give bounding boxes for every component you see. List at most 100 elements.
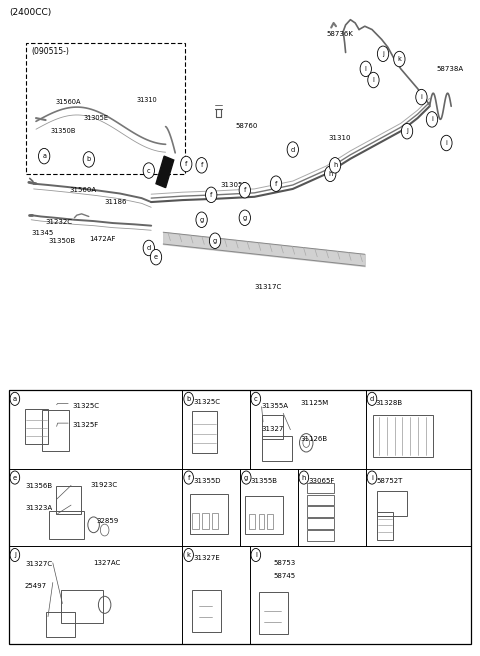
Text: l: l bbox=[365, 66, 367, 72]
Text: d: d bbox=[291, 146, 295, 153]
Circle shape bbox=[38, 148, 50, 164]
Circle shape bbox=[251, 392, 261, 405]
Text: 58753: 58753 bbox=[274, 560, 296, 565]
Text: 31310: 31310 bbox=[329, 134, 351, 141]
Text: f: f bbox=[201, 162, 203, 169]
Text: k: k bbox=[397, 56, 401, 62]
Text: 33065F: 33065F bbox=[308, 478, 335, 483]
Circle shape bbox=[196, 157, 207, 173]
Circle shape bbox=[251, 548, 261, 562]
Circle shape bbox=[184, 392, 193, 405]
Circle shape bbox=[360, 61, 372, 77]
Text: e: e bbox=[154, 254, 158, 260]
Text: 31345: 31345 bbox=[31, 230, 53, 236]
Circle shape bbox=[394, 51, 405, 67]
Circle shape bbox=[209, 233, 221, 249]
Circle shape bbox=[441, 135, 452, 151]
Text: i: i bbox=[445, 140, 447, 146]
Text: (2400CC): (2400CC) bbox=[10, 8, 52, 17]
Text: i: i bbox=[431, 116, 433, 123]
Circle shape bbox=[329, 157, 341, 173]
Text: c: c bbox=[254, 396, 258, 402]
Text: 31923C: 31923C bbox=[90, 482, 118, 488]
Text: 31305E: 31305E bbox=[221, 182, 248, 188]
Text: f: f bbox=[185, 161, 187, 167]
Text: c: c bbox=[147, 167, 151, 174]
Text: 31310: 31310 bbox=[137, 96, 157, 103]
Circle shape bbox=[416, 89, 427, 105]
Text: d: d bbox=[370, 396, 374, 402]
Text: h: h bbox=[328, 171, 332, 177]
Text: 31232C: 31232C bbox=[46, 218, 72, 225]
Circle shape bbox=[83, 152, 95, 167]
Text: b: b bbox=[187, 396, 191, 402]
Text: 58752T: 58752T bbox=[376, 478, 403, 483]
Circle shape bbox=[270, 176, 282, 192]
Circle shape bbox=[143, 163, 155, 178]
Text: a: a bbox=[13, 396, 17, 402]
Text: 31317C: 31317C bbox=[254, 284, 282, 291]
Text: 31328B: 31328B bbox=[375, 400, 403, 406]
Text: 31327: 31327 bbox=[262, 426, 284, 432]
Text: 31350B: 31350B bbox=[50, 128, 76, 134]
Circle shape bbox=[205, 187, 217, 203]
Text: e: e bbox=[13, 474, 17, 481]
Text: h: h bbox=[333, 162, 337, 169]
Text: 1472AF: 1472AF bbox=[89, 236, 115, 243]
Circle shape bbox=[150, 249, 162, 265]
Text: a: a bbox=[42, 153, 46, 159]
Text: 31355A: 31355A bbox=[262, 403, 288, 409]
Text: i: i bbox=[371, 474, 373, 481]
Circle shape bbox=[143, 240, 155, 256]
Text: J: J bbox=[406, 128, 408, 134]
Text: j: j bbox=[382, 51, 384, 57]
Circle shape bbox=[239, 182, 251, 198]
Text: 32859: 32859 bbox=[96, 518, 118, 523]
Text: 31126B: 31126B bbox=[300, 436, 327, 442]
Text: 1327AC: 1327AC bbox=[94, 560, 121, 565]
Circle shape bbox=[367, 392, 377, 405]
Text: 31355D: 31355D bbox=[193, 478, 220, 483]
Circle shape bbox=[10, 471, 20, 484]
Circle shape bbox=[241, 471, 251, 484]
Circle shape bbox=[239, 210, 251, 226]
Text: J: J bbox=[14, 552, 16, 558]
Text: f: f bbox=[244, 187, 246, 194]
Circle shape bbox=[401, 123, 413, 139]
Text: 58745: 58745 bbox=[274, 573, 296, 579]
Text: 31560A: 31560A bbox=[55, 98, 81, 105]
Text: f: f bbox=[275, 180, 277, 187]
Circle shape bbox=[324, 166, 336, 182]
Circle shape bbox=[377, 46, 389, 62]
Text: 31356B: 31356B bbox=[25, 483, 52, 489]
Text: h: h bbox=[301, 474, 306, 481]
Text: f: f bbox=[188, 474, 190, 481]
Text: g: g bbox=[244, 474, 248, 481]
Text: (090515-): (090515-) bbox=[31, 47, 69, 56]
Text: d: d bbox=[147, 245, 151, 251]
Circle shape bbox=[367, 471, 377, 484]
Text: 58760: 58760 bbox=[235, 123, 258, 129]
Text: l: l bbox=[372, 77, 374, 83]
Text: 31327E: 31327E bbox=[193, 555, 220, 561]
Polygon shape bbox=[156, 156, 174, 188]
Text: l: l bbox=[255, 552, 257, 558]
Text: i: i bbox=[420, 94, 422, 100]
Text: 25497: 25497 bbox=[25, 583, 47, 588]
Bar bbox=[26, 43, 185, 174]
Text: 31323A: 31323A bbox=[25, 505, 52, 511]
Text: g: g bbox=[213, 237, 217, 244]
Circle shape bbox=[180, 156, 192, 172]
Text: 31327C: 31327C bbox=[25, 561, 52, 567]
Circle shape bbox=[299, 471, 309, 484]
Circle shape bbox=[368, 72, 379, 88]
Text: 31186: 31186 bbox=[105, 199, 127, 205]
Text: 31325F: 31325F bbox=[72, 422, 98, 428]
Text: 31325C: 31325C bbox=[72, 403, 99, 409]
Circle shape bbox=[10, 392, 20, 405]
Text: 31305E: 31305E bbox=[84, 115, 109, 121]
Circle shape bbox=[10, 548, 20, 562]
Text: 31350B: 31350B bbox=[48, 238, 75, 245]
Text: g: g bbox=[243, 215, 247, 221]
Text: 31325C: 31325C bbox=[193, 399, 220, 405]
